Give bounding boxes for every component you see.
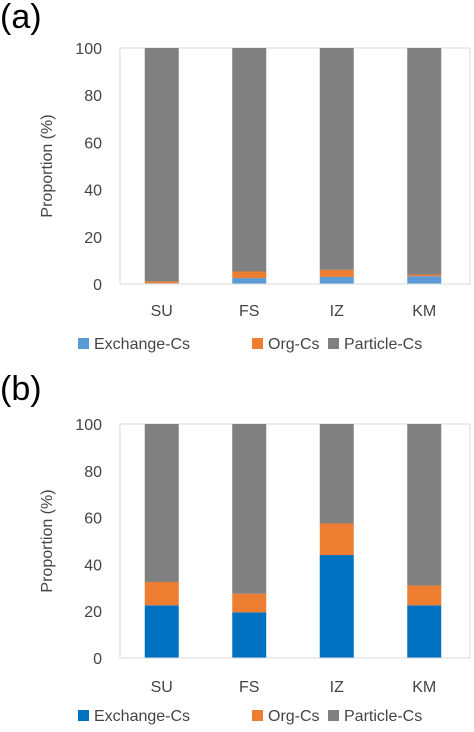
c1-bar-org-cs-iz (319, 523, 354, 556)
c1-x-tick-label: FS (239, 679, 259, 696)
c0-y-axis-label: Proportion (%) (39, 114, 56, 217)
c0-bar-particle-cs-fs (232, 48, 267, 272)
c1-legend-swatch-exchange-cs (78, 710, 89, 721)
c0-legend-label: Particle-Cs (344, 336, 422, 353)
c1-bar-exchange-cs-su (144, 605, 179, 658)
c1-bar-particle-cs-fs (232, 424, 267, 594)
c0-bar-particle-cs-su (144, 48, 179, 282)
c1-legend-label: Particle-Cs (344, 708, 422, 725)
c1-bar-org-cs-su (144, 581, 179, 606)
c0-y-tick-label: 80 (84, 88, 102, 105)
c0-bar-org-cs-fs (232, 271, 267, 279)
c0-legend-swatch-particle-cs (328, 338, 339, 349)
c1-bar-particle-cs-iz (319, 424, 354, 524)
c0-legend-swatch-org-cs (252, 338, 263, 349)
c0-bar-particle-cs-km (407, 48, 442, 275)
c0-legend-label: Org-Cs (268, 336, 320, 353)
c1-bar-org-cs-km (407, 585, 442, 606)
c1-bar-particle-cs-km (407, 424, 442, 586)
c0-x-tick-label: IZ (330, 303, 344, 320)
c0-bar-org-cs-km (407, 274, 442, 277)
c0-y-tick-label: 40 (84, 183, 102, 200)
c0-x-tick-label: FS (239, 303, 259, 320)
c1-bar-org-cs-fs (232, 593, 267, 613)
c0-bar-org-cs-su (144, 281, 179, 284)
c0-bar-particle-cs-iz (319, 48, 354, 270)
c0-legend-label: Exchange-Cs (94, 336, 190, 353)
c1-bar-exchange-cs-fs (232, 612, 267, 658)
c0-bar-exchange-cs-iz (319, 276, 354, 284)
c1-y-tick-label: 100 (75, 417, 102, 434)
c1-y-tick-label: 40 (84, 557, 102, 574)
c1-bar-particle-cs-su (144, 424, 179, 582)
panel-label-a: (a) (0, 0, 42, 36)
c1-legend-label: Exchange-Cs (94, 708, 190, 725)
c0-y-tick-label: 100 (75, 41, 102, 58)
c0-legend-swatch-exchange-cs (78, 338, 89, 349)
c0-x-tick-label: KM (412, 303, 436, 320)
c1-legend-swatch-org-cs (252, 710, 263, 721)
c0-x-tick-label: SU (151, 303, 173, 320)
c0-y-tick-label: 0 (93, 277, 102, 294)
c1-y-tick-label: 60 (84, 511, 102, 528)
c0-y-tick-label: 20 (84, 230, 102, 247)
c0-y-tick-label: 60 (84, 135, 102, 152)
c1-x-tick-label: SU (151, 679, 173, 696)
c1-x-tick-label: KM (412, 679, 436, 696)
c1-x-tick-label: IZ (330, 679, 344, 696)
c0-bar-org-cs-iz (319, 269, 354, 277)
c0-bar-exchange-cs-km (407, 276, 442, 284)
c1-legend-label: Org-Cs (268, 708, 320, 725)
c1-legend-swatch-particle-cs (328, 710, 339, 721)
c1-bar-exchange-cs-km (407, 605, 442, 658)
c0-bar-exchange-cs-fs (232, 278, 267, 284)
c1-bar-exchange-cs-iz (319, 555, 354, 658)
c1-y-tick-label: 80 (84, 464, 102, 481)
panel-label-b: (b) (0, 370, 42, 408)
c1-y-tick-label: 20 (84, 604, 102, 621)
c1-y-tick-label: 0 (93, 651, 102, 668)
c1-y-axis-label: Proportion (%) (39, 489, 56, 592)
